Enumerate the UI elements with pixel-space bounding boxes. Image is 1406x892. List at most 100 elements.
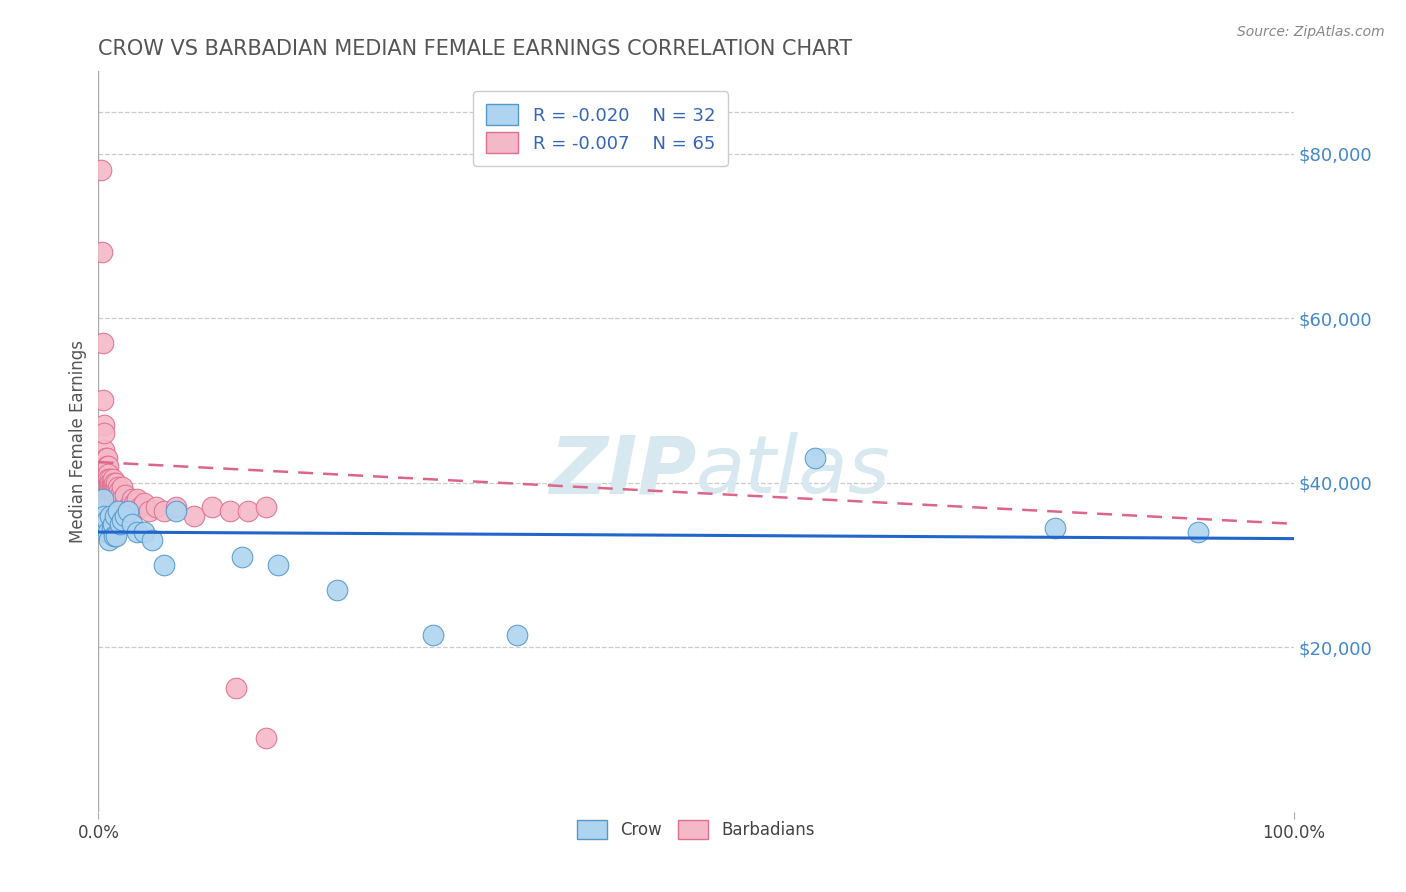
Point: [111, 513, 134, 527]
Point: [91, 492, 114, 507]
Point: [254, 500, 277, 515]
Point: [98, 483, 121, 498]
Point: [98, 508, 122, 523]
Point: [103, 529, 125, 543]
Point: [103, 483, 125, 498]
Point: [97, 467, 120, 482]
Point: [121, 492, 143, 507]
Point: [96, 450, 118, 465]
Point: [96, 463, 118, 477]
Point: [117, 500, 139, 515]
Point: [121, 516, 143, 531]
Point: [107, 504, 129, 518]
Point: [183, 508, 205, 523]
Point: [93, 508, 115, 523]
Point: [219, 504, 242, 518]
Point: [108, 488, 131, 502]
Point: [91, 516, 114, 531]
Text: ZIP: ZIP: [548, 432, 696, 510]
Point: [254, 731, 277, 745]
Point: [153, 558, 176, 572]
Text: CROW VS BARBADIAN MEDIAN FEMALE EARNINGS CORRELATION CHART: CROW VS BARBADIAN MEDIAN FEMALE EARNINGS…: [98, 38, 852, 59]
Point: [97, 471, 120, 485]
Point: [98, 483, 122, 498]
Point: [98, 492, 122, 507]
Point: [93, 442, 115, 457]
Point: [91, 245, 114, 260]
Point: [90, 163, 112, 178]
Point: [422, 628, 444, 642]
Point: [326, 582, 349, 597]
Point: [91, 335, 114, 350]
Point: [108, 516, 131, 531]
Point: [105, 529, 128, 543]
Point: [201, 500, 224, 515]
Point: [100, 521, 122, 535]
Point: [1043, 521, 1066, 535]
Point: [141, 533, 163, 548]
Point: [107, 480, 129, 494]
Point: [105, 483, 128, 498]
Point: [145, 500, 167, 515]
Text: Source: ZipAtlas.com: Source: ZipAtlas.com: [1237, 25, 1385, 39]
Point: [107, 492, 129, 507]
Point: [104, 508, 127, 523]
Point: [98, 488, 121, 502]
Point: [100, 475, 122, 490]
Point: [125, 492, 148, 507]
Point: [104, 480, 127, 494]
Point: [94, 450, 117, 465]
Point: [98, 471, 122, 485]
Point: [105, 475, 128, 490]
Point: [231, 549, 253, 564]
Point: [98, 533, 121, 548]
Point: [132, 496, 155, 510]
Point: [129, 500, 152, 515]
Point: [98, 496, 122, 510]
Point: [94, 467, 117, 482]
Point: [98, 475, 122, 490]
Point: [506, 628, 529, 642]
Point: [98, 480, 122, 494]
Point: [97, 459, 120, 474]
Point: [110, 496, 132, 510]
Point: [114, 488, 136, 502]
Point: [103, 475, 125, 490]
Point: [93, 426, 115, 441]
Point: [132, 524, 155, 539]
Point: [101, 471, 124, 485]
Point: [94, 524, 117, 539]
Point: [97, 524, 120, 539]
Point: [165, 504, 187, 518]
Point: [124, 496, 146, 510]
Point: [98, 480, 121, 494]
Point: [125, 524, 148, 539]
Point: [153, 504, 176, 518]
Point: [138, 504, 160, 518]
Point: [114, 508, 136, 523]
Point: [103, 492, 125, 507]
Point: [225, 681, 247, 696]
Point: [101, 488, 124, 502]
Y-axis label: Median Female Earnings: Median Female Earnings: [69, 340, 87, 543]
Point: [100, 480, 122, 494]
Point: [107, 483, 129, 498]
Point: [101, 480, 124, 494]
Point: [96, 513, 118, 527]
Point: [111, 492, 134, 507]
Point: [114, 496, 136, 510]
Text: atlas: atlas: [696, 432, 891, 510]
Legend: Crow, Barbadians: Crow, Barbadians: [568, 812, 824, 847]
Point: [117, 504, 139, 518]
Point: [101, 516, 124, 531]
Point: [267, 558, 290, 572]
Point: [98, 475, 121, 490]
Point: [804, 450, 827, 465]
Point: [91, 393, 114, 408]
Point: [100, 483, 122, 498]
Point: [96, 459, 118, 474]
Point: [93, 418, 115, 433]
Point: [236, 504, 259, 518]
Point: [104, 488, 127, 502]
Point: [165, 500, 187, 515]
